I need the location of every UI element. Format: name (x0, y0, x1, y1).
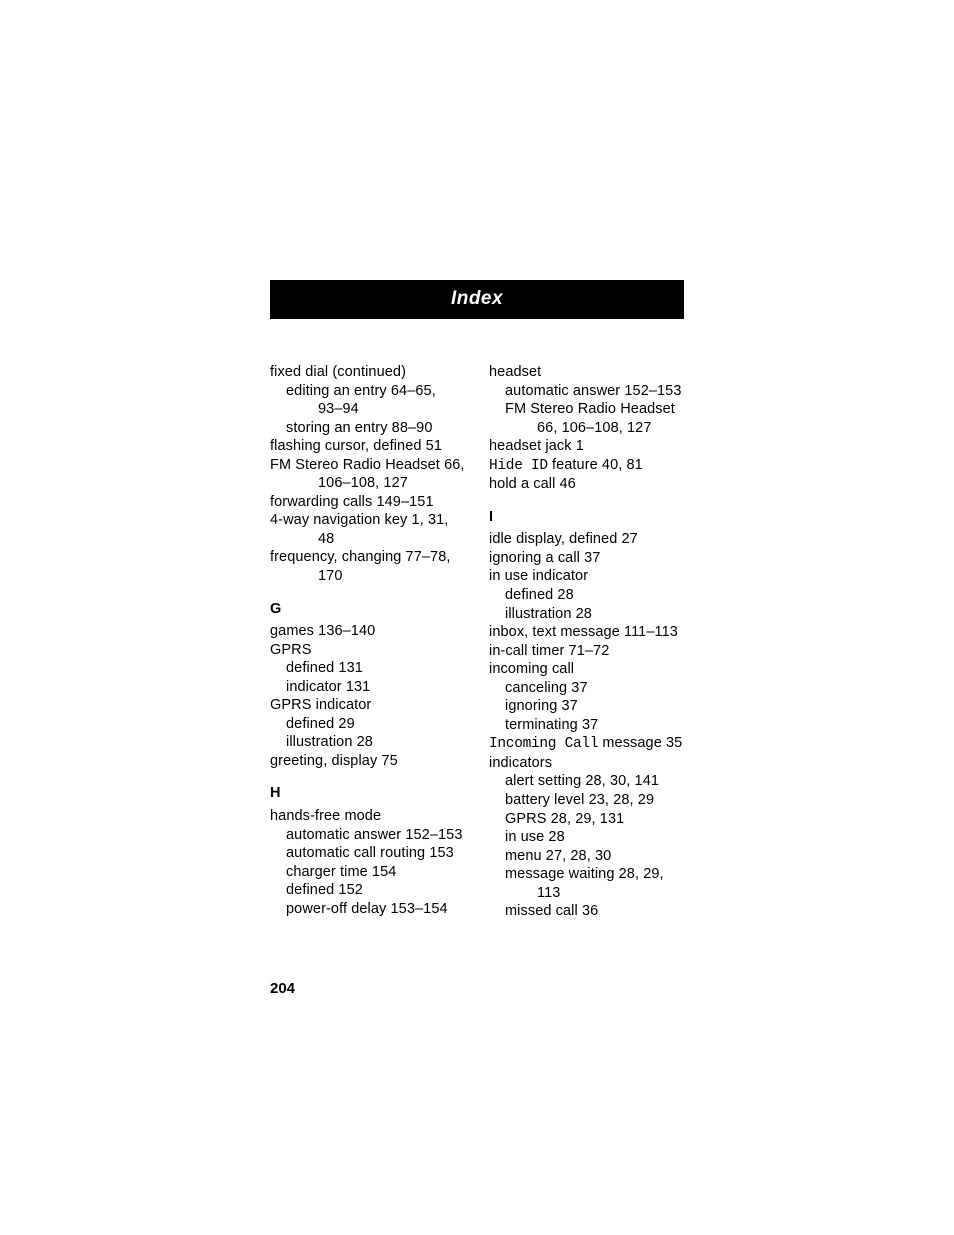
index-entry: defined 28 (489, 586, 684, 605)
index-entry: FM Stereo Radio Headset (489, 400, 684, 419)
index-entry: 93–94 (270, 400, 465, 419)
index-columns: fixed dial (continued) editing an entry … (270, 363, 684, 921)
index-entry: fixed dial (continued) (270, 363, 465, 382)
section-heading-g: G (270, 600, 465, 619)
index-entry: message waiting 28, 29, (489, 865, 684, 884)
entry-text: message 35 (598, 735, 682, 751)
index-entry: games 136–140 (270, 622, 465, 641)
index-block: idle display, defined 27 ignoring a call… (489, 530, 684, 920)
index-entry: editing an entry 64–65, (270, 382, 465, 401)
index-entry: ignoring a call 37 (489, 549, 684, 568)
mono-text: Incoming Call (489, 736, 598, 752)
index-entry: in-call timer 71–72 (489, 642, 684, 661)
index-entry: GPRS 28, 29, 131 (489, 810, 684, 829)
index-banner: Index (270, 280, 684, 319)
index-entry: power-off delay 153–154 (270, 900, 465, 919)
index-entry: GPRS (270, 641, 465, 660)
index-entry: headset jack 1 (489, 437, 684, 456)
index-entry: frequency, changing 77–78, (270, 548, 465, 567)
page-number: 204 (270, 980, 295, 997)
index-entry: 66, 106–108, 127 (489, 419, 684, 438)
index-block: games 136–140 GPRS defined 131 indicator… (270, 622, 465, 770)
index-entry: 106–108, 127 (270, 474, 465, 493)
section-heading-h: H (270, 784, 465, 803)
index-block: hands-free mode automatic answer 152–153… (270, 807, 465, 918)
index-entry: hands-free mode (270, 807, 465, 826)
index-entry: inbox, text message 111–113 (489, 623, 684, 642)
index-entry: in use indicator (489, 567, 684, 586)
mono-text: Hide ID (489, 458, 548, 474)
index-entry: ignoring 37 (489, 697, 684, 716)
page: Index fixed dial (continued) editing an … (0, 0, 954, 1235)
index-entry: illustration 28 (270, 733, 465, 752)
index-entry: missed call 36 (489, 902, 684, 921)
index-entry: battery level 23, 28, 29 (489, 791, 684, 810)
index-entry: Hide ID feature 40, 81 (489, 456, 684, 476)
index-entry: canceling 37 (489, 679, 684, 698)
index-entry: forwarding calls 149–151 (270, 493, 465, 512)
index-entry: GPRS indicator (270, 696, 465, 715)
index-entry: illustration 28 (489, 605, 684, 624)
index-entry: 170 (270, 567, 465, 586)
index-entry: in use 28 (489, 828, 684, 847)
index-entry: hold a call 46 (489, 475, 684, 494)
index-entry: Incoming Call message 35 (489, 734, 684, 754)
index-entry: 113 (489, 884, 684, 903)
index-block: headset automatic answer 152–153 FM Ster… (489, 363, 684, 494)
left-column: fixed dial (continued) editing an entry … (270, 363, 465, 921)
index-entry: defined 29 (270, 715, 465, 734)
index-entry: FM Stereo Radio Headset 66, (270, 456, 465, 475)
entry-text: feature 40, 81 (548, 457, 643, 473)
index-block: fixed dial (continued) editing an entry … (270, 363, 465, 586)
index-entry: defined 131 (270, 659, 465, 678)
index-entry: automatic call routing 153 (270, 844, 465, 863)
index-entry: storing an entry 88–90 (270, 419, 465, 438)
index-entry: automatic answer 152–153 (270, 826, 465, 845)
banner-title: Index (451, 288, 503, 309)
index-entry: menu 27, 28, 30 (489, 847, 684, 866)
index-entry: 4-way navigation key 1, 31, (270, 511, 465, 530)
index-entry: 48 (270, 530, 465, 549)
right-column: headset automatic answer 152–153 FM Ster… (489, 363, 684, 921)
index-entry: indicator 131 (270, 678, 465, 697)
index-entry: terminating 37 (489, 716, 684, 735)
index-entry: idle display, defined 27 (489, 530, 684, 549)
index-entry: alert setting 28, 30, 141 (489, 772, 684, 791)
index-entry: automatic answer 152–153 (489, 382, 684, 401)
index-entry: greeting, display 75 (270, 752, 465, 771)
index-entry: charger time 154 (270, 863, 465, 882)
index-entry: defined 152 (270, 881, 465, 900)
index-entry: flashing cursor, defined 51 (270, 437, 465, 456)
index-entry: incoming call (489, 660, 684, 679)
index-entry: headset (489, 363, 684, 382)
index-entry: indicators (489, 754, 684, 773)
section-heading-i: I (489, 508, 684, 527)
